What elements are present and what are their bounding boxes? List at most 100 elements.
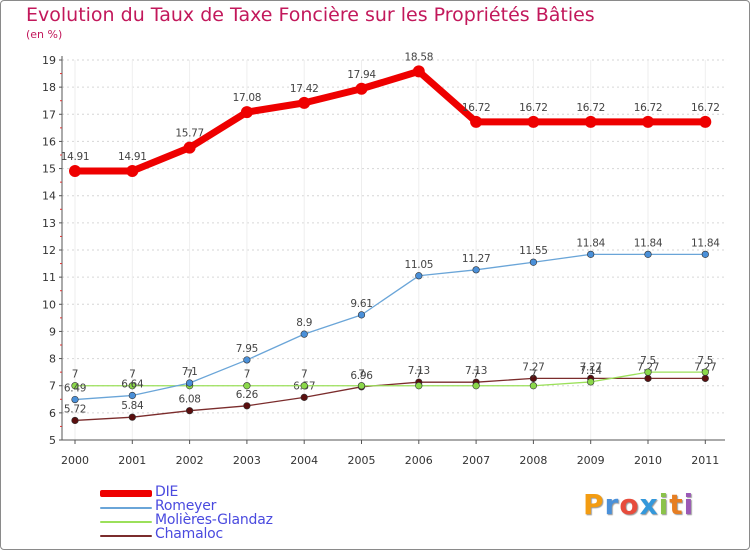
data-label: 16.72 [576,102,605,114]
data-label: 5.84 [121,400,144,412]
data-label: 11.84 [576,237,605,249]
data-point [357,311,366,319]
data-label: 6.96 [350,370,373,382]
data-point [529,382,538,390]
data-label: 7.27 [694,361,716,373]
data-point [415,272,423,280]
data-point [701,250,709,258]
legend-label: Molières-Glandaz [155,512,273,528]
data-point [71,395,79,404]
data-label: 11.84 [634,237,663,249]
data-label: 7 [301,369,307,381]
data-label: 7.5 [640,355,656,367]
proxiti-logo: Proxiti [583,488,694,521]
series-line-chamaloc [74,377,706,422]
data-point [701,374,709,382]
logo-letter: o [619,488,640,521]
logo-letter: t [669,488,684,521]
data-label: 14.91 [61,151,90,163]
data-label: 7 [72,369,78,381]
x-tick-label: 2000 [61,454,89,467]
data-label: 6.08 [179,394,201,406]
data-point [587,250,595,258]
data-point [470,115,483,128]
data-point [472,266,480,274]
data-label: 14.91 [118,151,147,163]
data-label: 7.27 [580,361,602,373]
data-point [699,115,712,128]
legend-swatch [100,535,152,537]
x-tick-label: 2006 [405,454,433,467]
legend-label: DIE [155,484,179,500]
data-label: 7.13 [408,365,430,377]
data-point [355,82,368,95]
y-tick-label: 18 [42,81,56,94]
data-label: 7 [129,369,135,381]
data-label: 6.49 [64,383,86,395]
data-label: 11.05 [405,259,434,271]
chart-subtitle: (en %) [26,28,63,41]
data-point [415,382,423,390]
grid [62,59,725,441]
data-label: 7.14 [580,365,603,377]
data-point [644,368,652,376]
data-label: 7.1 [182,366,198,378]
data-label: 6.64 [121,378,144,390]
data-label: 7 [244,369,250,381]
x-tick-label: 2007 [462,454,490,467]
legend-swatch [100,521,152,523]
data-label: 7 [416,369,422,381]
data-label: 6.26 [236,389,259,401]
data-point [240,106,253,119]
data-label: 11.84 [691,237,720,249]
legend-swatch [100,507,152,509]
logo-letter: P [583,488,605,521]
data-point [587,378,595,386]
data-point [300,330,308,338]
y-tick-label: 17 [42,108,56,121]
y-tick-label: 13 [42,217,56,230]
data-point [529,374,538,382]
series-line-romeyer [74,253,706,401]
data-point [243,402,251,410]
data-label: 7.5 [697,355,713,367]
x-tick-label: 2003 [233,454,261,467]
y-tick-label: 10 [42,298,56,311]
data-point [186,407,194,415]
axes: 5 6 7 8 9 10 11 12 13 14 15 16 17 18 19 2000 2001 2002 200… [42,54,725,467]
series-line-die [75,67,706,175]
logo-letter: x [639,488,659,521]
x-tick-label: 2005 [348,454,376,467]
data-label: 5.72 [64,403,86,415]
data-point [527,115,540,128]
legend-label: Chamaloc [155,526,223,542]
data-label: 7 [473,369,479,381]
data-point [71,416,79,425]
data-label: 17.08 [233,92,262,104]
data-label: 18.58 [405,51,434,63]
logo-letter: i [658,488,670,521]
data-label: 9.61 [350,298,372,310]
series-line-moli-res-glandaz [75,371,706,387]
data-label: 7 [186,369,192,381]
data-point [126,165,139,178]
x-tick-label: 2009 [577,454,605,467]
x-tick-label: 2002 [176,454,204,467]
data-point [298,96,311,109]
data-point [71,382,79,390]
data-label: 7.27 [637,361,659,373]
y-tick-label: 11 [42,271,56,284]
y-tick-label: 14 [42,190,56,203]
x-tick-label: 2001 [118,454,146,467]
data-point [186,379,194,387]
data-point [69,165,81,178]
data-point [300,393,308,401]
y-tick-label: 19 [42,54,56,67]
data-label: 7 [530,369,536,381]
logo-letter: r [604,488,620,521]
y-tick-label: 16 [42,135,56,148]
data-point [701,368,709,376]
x-tick-label: 2011 [691,454,719,467]
data-point [529,258,538,266]
